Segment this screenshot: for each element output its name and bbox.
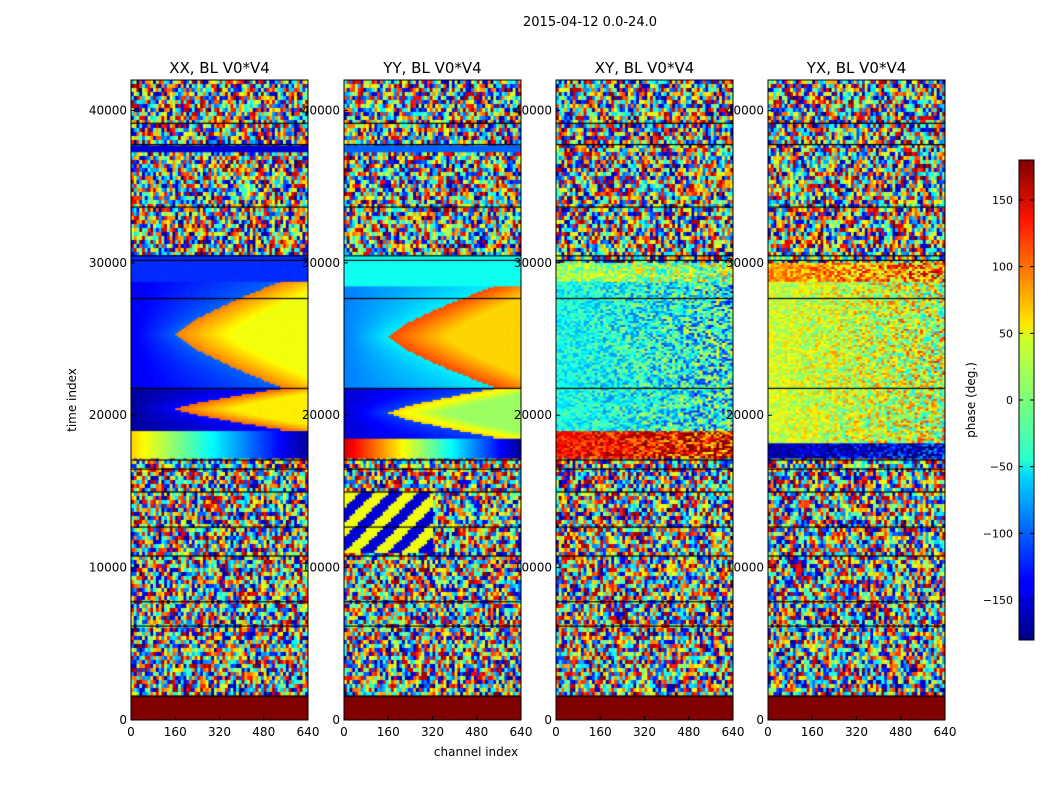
x-tick-label: 640 <box>297 725 320 739</box>
panel-0: XX, BL V0*V4 0 160 320 480 640 0 10000 20000 3000… <box>65 59 319 739</box>
y-tick-label: 20000 <box>726 408 764 422</box>
y-tick-label: 30000 <box>89 256 127 270</box>
colorbar-tick-label: 150 <box>992 194 1013 207</box>
heatmap-image <box>556 80 733 720</box>
colorbar-tick-label: 0 <box>1006 394 1013 407</box>
y-tick-label: 10000 <box>514 561 552 575</box>
x-tick-label: 0 <box>764 725 772 739</box>
x-tick-label: 0 <box>552 725 560 739</box>
colorbar-tick-label: −150 <box>983 594 1013 607</box>
colorbar-tick-label: 100 <box>992 261 1013 274</box>
y-tick-label: 20000 <box>302 408 340 422</box>
heatmap-image <box>768 80 945 720</box>
panel-title: XY, BL V0*V4 <box>595 59 695 77</box>
x-tick-label: 320 <box>208 725 231 739</box>
x-tick-label: 640 <box>510 725 533 739</box>
x-tick-label: 480 <box>889 725 912 739</box>
x-tick-label: 480 <box>677 725 700 739</box>
y-tick-label: 40000 <box>89 103 127 117</box>
y-tick-label: 40000 <box>726 103 764 117</box>
y-tick-label: 0 <box>756 713 764 727</box>
y-tick-label: 10000 <box>726 561 764 575</box>
colorbar-label: phase (deg.) <box>964 362 978 438</box>
x-tick-label: 640 <box>722 725 745 739</box>
y-tick-label: 30000 <box>726 256 764 270</box>
colorbar-ticks: 150 100 50 0 −50 −100 −150 <box>983 194 1034 607</box>
panel-3: YX, BL V0*V4 0 160 320 480 640 0 10000 20000 3000… <box>726 59 957 739</box>
x-tick-label: 640 <box>934 725 957 739</box>
x-tick-label: 160 <box>164 725 187 739</box>
x-tick-label: 320 <box>421 725 444 739</box>
heatmap-image <box>131 80 308 720</box>
y-tick-label: 40000 <box>302 103 340 117</box>
panel-title: YY, BL V0*V4 <box>382 59 481 77</box>
panel-2: XY, BL V0*V4 0 160 320 480 640 0 10000 20000 3000… <box>514 59 745 739</box>
y-tick-label: 20000 <box>89 408 127 422</box>
x-tick-label: 160 <box>589 725 612 739</box>
panels: XX, BL V0*V4 0 160 320 480 640 0 10000 20000 3000… <box>65 59 956 759</box>
colorbar-tick-label: −50 <box>990 461 1013 474</box>
x-tick-label: 160 <box>801 725 824 739</box>
panel-title: XX, BL V0*V4 <box>169 59 270 77</box>
x-tick-label: 320 <box>633 725 656 739</box>
y-tick-label: 20000 <box>514 408 552 422</box>
y-tick-label: 0 <box>119 713 127 727</box>
x-tick-label: 0 <box>127 725 135 739</box>
y-axis-label: time index <box>65 368 79 432</box>
heatmap-image <box>344 80 521 720</box>
x-tick-label: 160 <box>377 725 400 739</box>
colorbar-tick-label: −100 <box>983 527 1013 540</box>
y-tick-label: 30000 <box>302 256 340 270</box>
x-tick-label: 480 <box>252 725 275 739</box>
y-tick-label: 10000 <box>89 561 127 575</box>
y-tick-label: 0 <box>544 713 552 727</box>
y-tick-label: 30000 <box>514 256 552 270</box>
x-axis-label: channel index <box>434 745 518 759</box>
x-tick-label: 480 <box>465 725 488 739</box>
y-tick-label: 0 <box>332 713 340 727</box>
panel-title: YX, BL V0*V4 <box>806 59 907 77</box>
x-tick-label: 320 <box>845 725 868 739</box>
colorbar: 150 100 50 0 −50 −100 −150 phase (deg.) <box>964 159 1035 641</box>
panel-1: YY, BL V0*V4 0 160 320 480 640 0 10000 20000 3000… <box>302 59 533 759</box>
figure-suptitle: 2015-04-12 0.0-24.0 <box>523 15 657 30</box>
y-tick-label: 40000 <box>514 103 552 117</box>
y-tick-label: 10000 <box>302 561 340 575</box>
x-tick-label: 0 <box>340 725 348 739</box>
colorbar-tick-label: 50 <box>999 327 1013 340</box>
